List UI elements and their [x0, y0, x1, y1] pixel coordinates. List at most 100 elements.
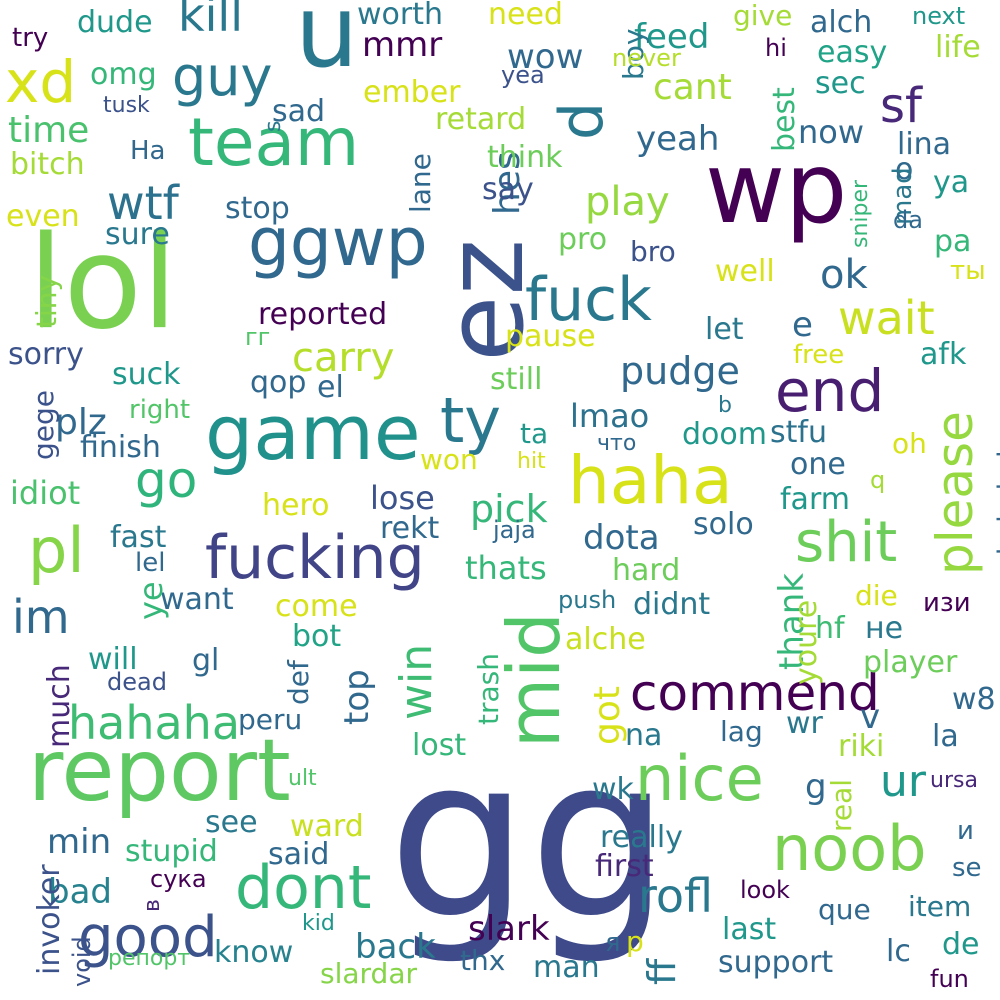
cloud-word: lane [404, 153, 437, 213]
cloud-word: first [595, 849, 654, 884]
cloud-word: go [135, 451, 198, 509]
cloud-word: free [793, 340, 845, 370]
cloud-word: retard [435, 102, 527, 137]
cloud-word: noob [772, 812, 927, 885]
cloud-word: ты [950, 256, 986, 286]
cloud-word: try [12, 23, 49, 53]
cloud-word: dota [583, 518, 660, 558]
cloud-word: next [912, 2, 966, 30]
cloud-word: jaja [493, 516, 536, 544]
cloud-word: alch [810, 5, 873, 40]
cloud-word: pa [934, 224, 972, 259]
cloud-word: min [47, 822, 112, 862]
cloud-word: я [605, 928, 621, 958]
cloud-word: bro [630, 235, 676, 268]
cloud-word: void [68, 936, 96, 987]
cloud-word: sad [272, 94, 326, 129]
cloud-word: w8 [952, 682, 996, 717]
cloud-word: sf [880, 78, 922, 134]
cloud-word: gg [388, 710, 670, 968]
cloud-word: wr [786, 706, 823, 741]
cloud-word: back [355, 927, 436, 967]
cloud-word: bot [292, 619, 342, 654]
cloud-word: hi [765, 34, 787, 62]
cloud-word: u [295, 0, 359, 90]
cloud-word: ult [288, 766, 317, 791]
cloud-word: real [825, 778, 858, 832]
cloud-word: hf [815, 611, 845, 646]
cloud-word: hit [517, 449, 546, 474]
cloud-word: right [129, 395, 191, 425]
cloud-word: really [600, 820, 683, 855]
cloud-word: На [130, 136, 166, 166]
cloud-word: farm [780, 482, 850, 517]
cloud-word: wow [507, 37, 584, 77]
cloud-word: come [275, 589, 358, 624]
cloud-word: de [942, 927, 980, 962]
cloud-word: na [625, 718, 663, 753]
cloud-word: ta [520, 417, 549, 450]
cloud-word: fucking [205, 523, 425, 593]
cloud-word: xd [5, 48, 77, 116]
cloud-word: lina [897, 127, 952, 162]
cloud-word: play [585, 179, 670, 225]
cloud-word: last [722, 912, 777, 947]
cloud-word: stfu [770, 415, 827, 450]
cloud-word: и [957, 816, 974, 846]
cloud-word: trash [472, 653, 505, 725]
cloud-word: lost [412, 728, 467, 763]
cloud-word: ember [363, 75, 461, 110]
cloud-word: now [798, 113, 865, 151]
cloud-word: изи [923, 588, 971, 618]
cloud-word: gege [27, 390, 60, 460]
cloud-word: slark [468, 909, 550, 949]
cloud-word: ff [640, 958, 684, 985]
cloud-word: sniper [848, 179, 873, 248]
cloud-word: yeah [636, 119, 720, 159]
cloud-word: see [205, 805, 258, 840]
cloud-word: riki [838, 729, 885, 764]
cloud-word: stop [225, 191, 290, 226]
cloud-word: ty [440, 384, 502, 457]
cloud-word: o [895, 152, 914, 187]
cloud-word: best [767, 87, 802, 152]
cloud-word: mid [492, 612, 576, 748]
cloud-word: p [626, 925, 644, 958]
cloud-word: def [282, 660, 315, 705]
cloud-word: lmao [570, 397, 650, 435]
cloud-word: v [860, 697, 881, 737]
cloud-word: lose [370, 479, 435, 517]
cloud-word: time [8, 110, 90, 151]
cloud-word: omg [90, 57, 157, 92]
cloud-word: doom [682, 417, 767, 452]
cloud-word: wtf [107, 176, 179, 230]
cloud-word: ward [290, 809, 364, 844]
cloud-word: man [533, 950, 600, 985]
cloud-word: se [952, 853, 982, 883]
cloud-word: ya [933, 165, 970, 200]
cloud-word: pick [470, 487, 548, 531]
cloud-word: im [12, 590, 70, 644]
cloud-word: bad [48, 872, 112, 912]
cloud-word: el [317, 370, 344, 405]
cloud-word: give [733, 0, 793, 32]
cloud-word: lol [28, 209, 178, 358]
cloud-word: please [926, 411, 984, 575]
cloud-word: что [597, 431, 637, 456]
cloud-word: lag [720, 715, 763, 748]
cloud-word: gl [192, 643, 220, 678]
cloud-word: kill [178, 0, 243, 42]
cloud-word: commend [630, 664, 880, 722]
cloud-word: oh [892, 427, 927, 460]
cloud-word: game [205, 388, 421, 477]
cloud-word: think [487, 140, 563, 175]
cloud-word: ggwp [248, 204, 428, 281]
cloud-word: la [932, 719, 959, 754]
cloud-word: win [391, 643, 442, 720]
cloud-word: hard [612, 553, 681, 588]
cloud-word: suck [112, 357, 181, 392]
cloud-word: alche [565, 622, 646, 657]
cloud-word: afk [920, 337, 967, 372]
cloud-word: say [482, 172, 534, 207]
